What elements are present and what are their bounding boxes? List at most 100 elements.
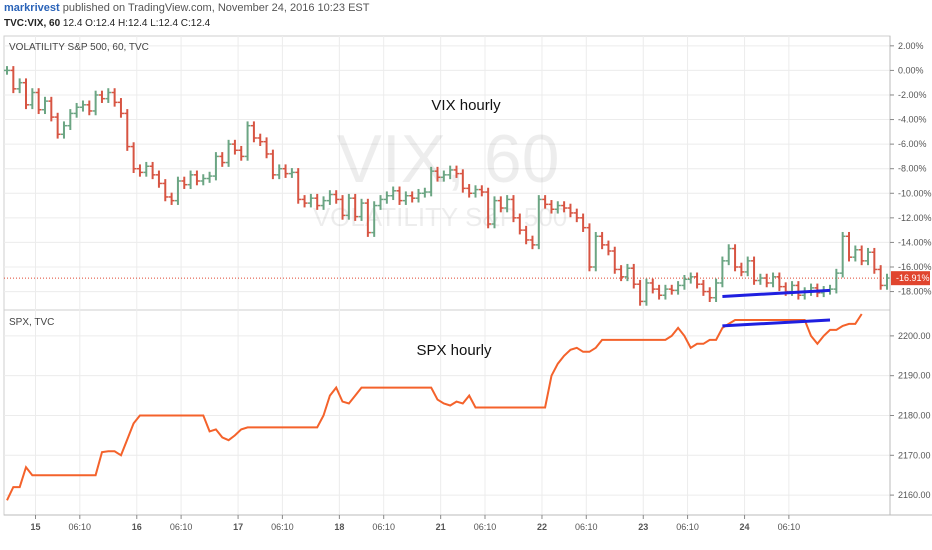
- vix-bar: [713, 278, 720, 303]
- vix-bar: [98, 90, 105, 103]
- vix-bar: [751, 256, 758, 285]
- vix-bar: [662, 284, 669, 300]
- vix-bar: [865, 247, 872, 266]
- vix-bar: [187, 170, 194, 189]
- vix-bar: [687, 272, 694, 284]
- x-tick-label: 06:10: [575, 522, 598, 532]
- vix-bar: [675, 281, 682, 295]
- vix-bars: [4, 66, 890, 306]
- vix-bar: [339, 195, 346, 220]
- vix-bar: [263, 137, 270, 159]
- vix-bar: [41, 96, 48, 115]
- vix-bar: [92, 90, 99, 116]
- vix-bar: [586, 223, 593, 272]
- vix-y-tick-label: 0.00%: [898, 65, 924, 75]
- vix-bar: [358, 198, 365, 221]
- author-link[interactable]: markrivest: [4, 2, 60, 14]
- vix-bar: [149, 161, 156, 180]
- vix-bar: [542, 195, 549, 209]
- vix-bar: [48, 96, 55, 122]
- vix-bar: [599, 231, 606, 250]
- vix-bar: [29, 88, 36, 110]
- vix-bar: [706, 287, 713, 303]
- vix-bar: [79, 100, 86, 112]
- vix-bar: [459, 169, 466, 193]
- vix-bar: [485, 187, 492, 229]
- vix-annotation: VIX hourly: [431, 97, 501, 114]
- x-tick-label: 18: [334, 522, 344, 532]
- vix-bar: [60, 121, 67, 139]
- symbol-label: TVC:VIX, 60: [4, 18, 61, 29]
- vix-bar: [288, 168, 295, 178]
- vix-y-tick-label: -4.00%: [898, 115, 927, 125]
- vix-bar: [440, 170, 447, 182]
- vix-bar: [871, 247, 878, 274]
- vix-bar: [554, 201, 561, 214]
- spx-y-tick-label: 2200.00: [898, 331, 931, 341]
- vix-bar: [295, 168, 302, 204]
- x-tick-label: 21: [436, 522, 446, 532]
- ohlc-values: 12.4 O:12.4 H:12.4 L:12.4 C:12.4: [62, 18, 211, 29]
- symbol-ohlc: TVC:VIX, 60 12.4 O:12.4 H:12.4 L:12.4 C:…: [4, 18, 210, 29]
- vix-bar: [573, 208, 580, 223]
- vix-bar: [852, 245, 859, 262]
- spx-annotation: SPX hourly: [416, 342, 492, 359]
- vix-bar: [244, 121, 251, 161]
- vix-bar: [472, 185, 479, 198]
- x-tick-label: 06:10: [372, 522, 395, 532]
- spx-price-line: [6, 313, 863, 501]
- vix-bar: [744, 256, 751, 277]
- vix-bar: [776, 272, 783, 291]
- vix-bar: [624, 263, 631, 282]
- chart-header: markrivest published on TradingView.com,…: [0, 0, 932, 34]
- x-tick-label: 23: [638, 522, 648, 532]
- vix-bar: [111, 88, 118, 107]
- vix-bar: [402, 191, 409, 205]
- spx-trend-line: [722, 318, 831, 328]
- x-tick-label: 22: [537, 522, 547, 532]
- vix-bar: [250, 121, 257, 143]
- x-tick-label: 06:10: [474, 522, 497, 532]
- vix-bar: [105, 88, 112, 103]
- spx-pane-title: SPX, TVC: [9, 317, 54, 328]
- vix-bar: [4, 66, 10, 75]
- spx-y-tick-label: 2160.00: [898, 490, 931, 500]
- vix-bar: [694, 272, 701, 289]
- vix-bar: [155, 170, 162, 188]
- vix-bar: [434, 166, 441, 182]
- vix-y-tick-label: -10.00%: [898, 188, 932, 198]
- vix-bar: [326, 190, 333, 205]
- vix-bar: [839, 231, 846, 278]
- vix-bar: [314, 193, 321, 210]
- vix-bar: [390, 186, 397, 201]
- x-tick-label: 24: [740, 522, 750, 532]
- vix-bar: [35, 88, 42, 115]
- vix-bar: [333, 190, 340, 204]
- vix-bar: [725, 244, 732, 266]
- vix-bar: [16, 78, 23, 94]
- vix-y-tick-label: -14.00%: [898, 237, 932, 247]
- vix-bar: [415, 188, 422, 203]
- x-tick-label: 15: [30, 522, 40, 532]
- vix-bar: [732, 244, 739, 272]
- gridlines: [4, 36, 890, 515]
- vix-bar: [580, 213, 587, 232]
- chart-svg[interactable]: VIX, 60 VOLATILITY S&P 500 VOLATILITY S&P …: [0, 34, 932, 550]
- vix-bar: [117, 98, 124, 118]
- vix-bar: [200, 174, 207, 186]
- vix-bar: [54, 112, 61, 139]
- vix-bar: [681, 274, 688, 290]
- vix-bar: [307, 193, 314, 208]
- vix-bar: [738, 262, 745, 277]
- x-tick-label: 06:10: [778, 522, 801, 532]
- price-axis: 2.00% 0.00% -2.00% -4.00% -6.00% -8.00% -10.00…: [889, 36, 932, 515]
- vix-bar: [225, 139, 232, 167]
- vix-bar: [238, 145, 245, 161]
- vix-pane-title: VOLATILITY S&P 500, 60, TVC: [9, 42, 149, 53]
- vix-bar: [523, 225, 530, 245]
- last-value-label: -16.91%: [896, 273, 930, 283]
- vix-bar: [637, 279, 644, 306]
- vix-bar: [700, 279, 707, 296]
- vix-bar: [630, 263, 637, 289]
- vix-bar: [231, 139, 238, 155]
